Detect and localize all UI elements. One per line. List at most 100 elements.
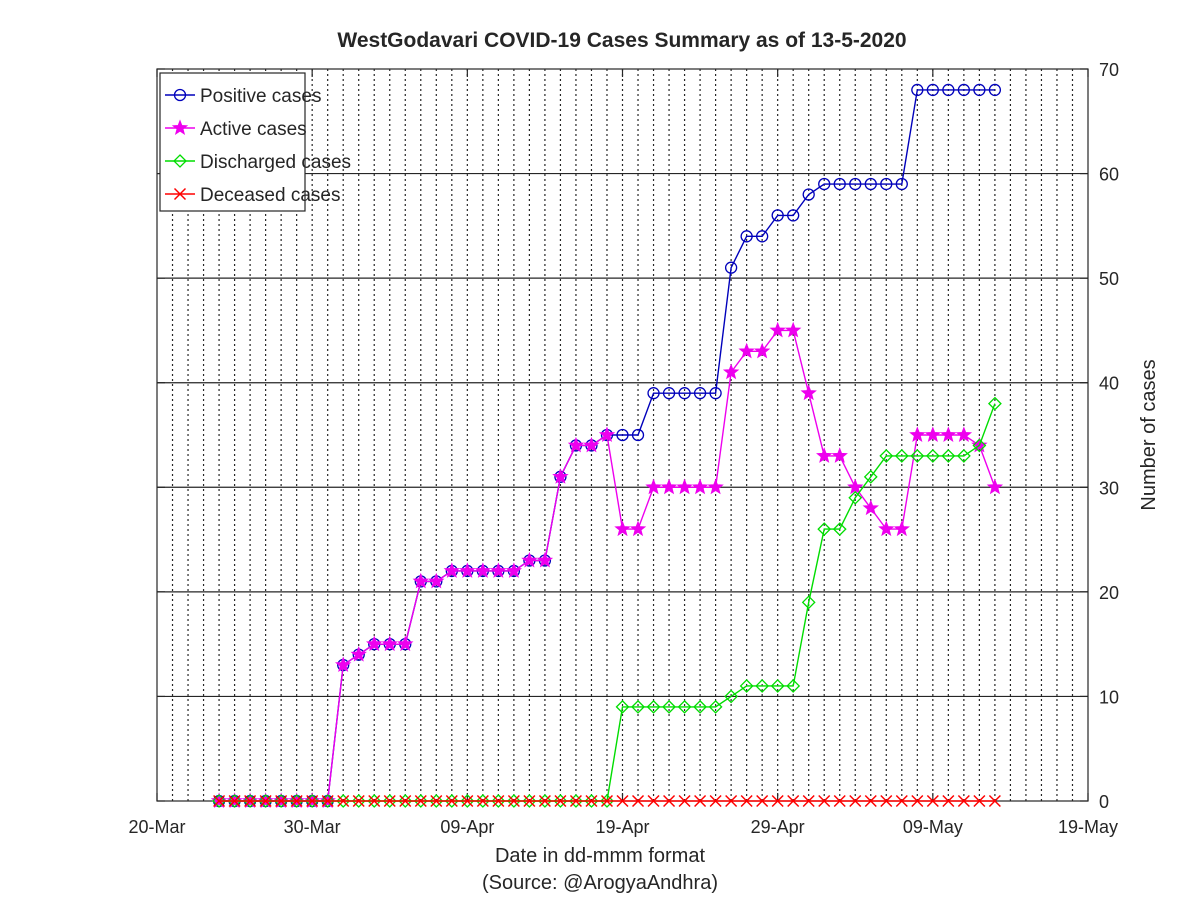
y-tick-label: 50 (1099, 269, 1119, 289)
data-point (832, 522, 847, 537)
data-point (709, 387, 722, 400)
legend-label: Active cases (200, 119, 307, 140)
data-point (647, 794, 660, 808)
data-point (864, 794, 877, 808)
data-point (289, 794, 304, 808)
data-point (350, 645, 367, 662)
data-point (552, 468, 569, 484)
data-point (740, 230, 753, 243)
legend-item: Deceased cases (165, 185, 340, 206)
legend-label: Positive cases (200, 86, 321, 107)
data-point (973, 794, 986, 808)
x-tick-label: 30-Mar (284, 817, 341, 837)
data-point (600, 794, 614, 808)
data-point (646, 699, 661, 714)
data-point (693, 699, 708, 714)
data-point (521, 551, 538, 568)
data-point (708, 699, 723, 714)
data-point (769, 321, 786, 338)
data-point (895, 177, 908, 191)
data-point (956, 448, 971, 463)
data-point (569, 794, 583, 808)
data-point (631, 794, 645, 808)
data-point (831, 447, 848, 463)
data-point (383, 794, 396, 808)
data-point (756, 230, 769, 243)
legend: Positive cases Active cases Discharged cas… (159, 72, 351, 212)
data-point (631, 699, 645, 714)
data-point (833, 177, 846, 191)
data-point (506, 794, 521, 808)
data-point (707, 478, 724, 495)
data-point (986, 478, 1004, 495)
y-tick-label: 40 (1099, 374, 1119, 394)
data-point (940, 426, 957, 442)
data-point (382, 794, 397, 808)
data-point (957, 794, 970, 808)
x-tick-label: 09-Apr (440, 817, 494, 837)
data-point (771, 794, 784, 808)
data-point (879, 448, 894, 463)
data-point (833, 794, 846, 808)
data-point (756, 794, 769, 808)
data-point (629, 520, 647, 537)
data-point (584, 794, 599, 808)
y-tick-label: 10 (1099, 687, 1119, 707)
data-point (802, 188, 815, 201)
data-point (818, 794, 831, 808)
data-point (895, 794, 908, 808)
x-axis-ticks: 20-Mar 30-Mar 09-Apr 19-Apr 29-Apr 09-May 19-M… (128, 69, 1118, 837)
data-point (475, 794, 490, 808)
data-point (942, 794, 955, 808)
data-point (243, 794, 258, 808)
data-point (274, 794, 289, 808)
data-point (863, 469, 878, 484)
data-point (567, 436, 585, 453)
data-point (678, 387, 691, 400)
data-point (554, 794, 567, 808)
data-point (739, 679, 754, 693)
data-point (414, 794, 427, 808)
legend-label: Discharged cases (200, 152, 351, 173)
data-point (306, 794, 319, 808)
data-point (909, 426, 926, 442)
data-point (258, 794, 273, 808)
data-point (631, 428, 645, 442)
data-point (337, 794, 350, 808)
data-point (553, 794, 568, 808)
data-point (709, 794, 722, 808)
data-point (399, 794, 412, 808)
data-point (398, 794, 413, 808)
y-tick-label: 30 (1099, 478, 1119, 498)
data-point (227, 794, 242, 808)
data-point (847, 478, 864, 495)
data-point (460, 794, 475, 808)
data-point (771, 209, 784, 222)
data-point (663, 794, 676, 808)
data-point (507, 794, 520, 808)
x-tick-label: 19-Apr (595, 817, 649, 837)
data-point (677, 699, 692, 714)
data-point (973, 83, 986, 97)
data-point (926, 794, 939, 808)
data-point (537, 794, 552, 808)
data-point (616, 794, 629, 808)
data-point (413, 794, 428, 808)
chart-title: WestGodavari COVID-19 Cases Summary as o… (337, 29, 906, 52)
data-point (753, 342, 771, 359)
data-point (212, 794, 226, 808)
data-point (367, 794, 382, 808)
data-point (381, 635, 398, 652)
data-point (738, 342, 755, 359)
data-point (988, 794, 1001, 808)
data-point (911, 83, 924, 97)
y-tick-label: 70 (1099, 60, 1119, 80)
data-point (645, 478, 662, 495)
data-point (864, 177, 877, 191)
data-point (459, 562, 476, 578)
legend-box (159, 72, 306, 212)
data-point (412, 572, 429, 589)
data-point (647, 387, 660, 400)
y-tick-label: 0 (1099, 792, 1109, 812)
